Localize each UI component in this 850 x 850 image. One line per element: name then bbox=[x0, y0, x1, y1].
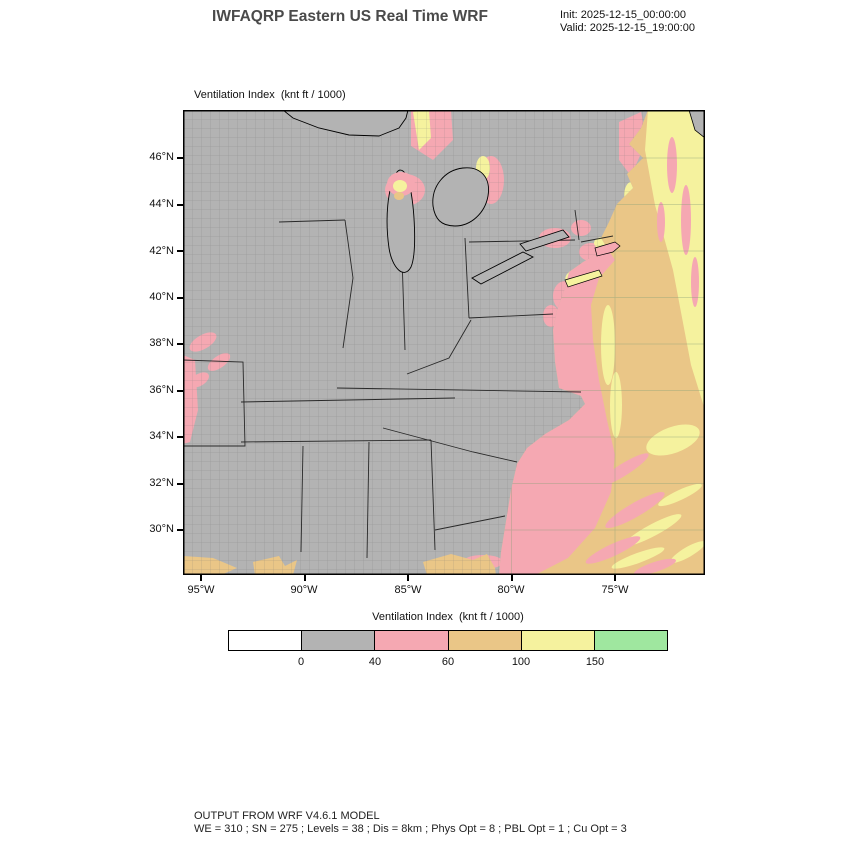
great-lakes bbox=[281, 109, 570, 285]
colorbar-segment bbox=[302, 631, 376, 650]
coastal-pink-band bbox=[499, 137, 699, 576]
colorbar-segment bbox=[229, 631, 303, 650]
map-panel bbox=[182, 109, 706, 576]
colorbar-tick-label: 60 bbox=[441, 656, 455, 668]
map-canvas bbox=[182, 109, 706, 576]
colorbar-tick-label: 100 bbox=[511, 656, 531, 668]
long-island bbox=[564, 269, 603, 288]
colorbar-tick-label: 150 bbox=[585, 656, 605, 668]
lake-michigan-patches bbox=[387, 172, 415, 200]
colorbar-label: Ventilation Index (knt ft / 1000) bbox=[372, 611, 524, 623]
init-time-label: Init: 2025-12-15_00:00:00 bbox=[560, 9, 686, 21]
x-tick-mark bbox=[304, 575, 306, 581]
y-tick-mark bbox=[177, 297, 183, 299]
x-tick-mark bbox=[614, 575, 616, 581]
x-axis-label: 85°W bbox=[394, 584, 422, 596]
footer-config-line: WE = 310 ; SN = 275 ; Levels = 38 ; Dis … bbox=[194, 823, 627, 835]
colorbar-segment bbox=[594, 631, 668, 650]
x-axis-label: 90°W bbox=[290, 584, 318, 596]
y-tick-mark bbox=[177, 343, 183, 345]
y-tick-mark bbox=[177, 204, 183, 206]
x-tick-mark bbox=[407, 575, 409, 581]
valid-time-label: Valid: 2025-12-15_19:00:00 bbox=[560, 22, 695, 34]
lake-ontario bbox=[519, 229, 570, 252]
y-tick-mark bbox=[177, 390, 183, 392]
colorbar-tick-label: 40 bbox=[368, 656, 382, 668]
page-title: IWFAQRP Eastern US Real Time WRF bbox=[212, 8, 488, 25]
y-axis-label: 44°N bbox=[149, 198, 174, 210]
y-axis-label: 46°N bbox=[149, 151, 174, 163]
y-tick-mark bbox=[177, 529, 183, 531]
map-panel-label: Ventilation Index (knt ft / 1000) bbox=[194, 89, 346, 101]
colorbar-segment bbox=[521, 631, 595, 650]
y-tick-mark bbox=[177, 483, 183, 485]
lake-erie bbox=[471, 251, 534, 285]
map-border bbox=[183, 110, 705, 575]
y-axis-label: 34°N bbox=[149, 430, 174, 442]
x-tick-mark bbox=[200, 575, 202, 581]
colorbar bbox=[228, 630, 668, 651]
lake-huron bbox=[432, 167, 489, 227]
x-axis-label: 95°W bbox=[187, 584, 215, 596]
y-axis-label: 40°N bbox=[149, 291, 174, 303]
colorbar-segment bbox=[375, 631, 449, 650]
footer-model-line: OUTPUT FROM WRF V4.6.1 MODEL bbox=[194, 810, 380, 822]
y-axis-label: 38°N bbox=[149, 337, 174, 349]
y-tick-mark bbox=[177, 250, 183, 252]
x-axis-label: 80°W bbox=[497, 584, 525, 596]
x-tick-mark bbox=[511, 575, 513, 581]
cape-cod bbox=[594, 241, 621, 257]
y-tick-mark bbox=[177, 436, 183, 438]
lake-superior bbox=[281, 109, 409, 137]
colorbar-tick-label: 0 bbox=[297, 656, 305, 668]
y-axis-label: 30°N bbox=[149, 523, 174, 535]
x-axis-label: 75°W bbox=[601, 584, 629, 596]
y-axis-label: 32°N bbox=[149, 477, 174, 489]
y-axis-label: 36°N bbox=[149, 384, 174, 396]
colorbar-segment bbox=[448, 631, 522, 650]
y-axis-label: 42°N bbox=[149, 245, 174, 257]
y-tick-mark bbox=[177, 157, 183, 159]
